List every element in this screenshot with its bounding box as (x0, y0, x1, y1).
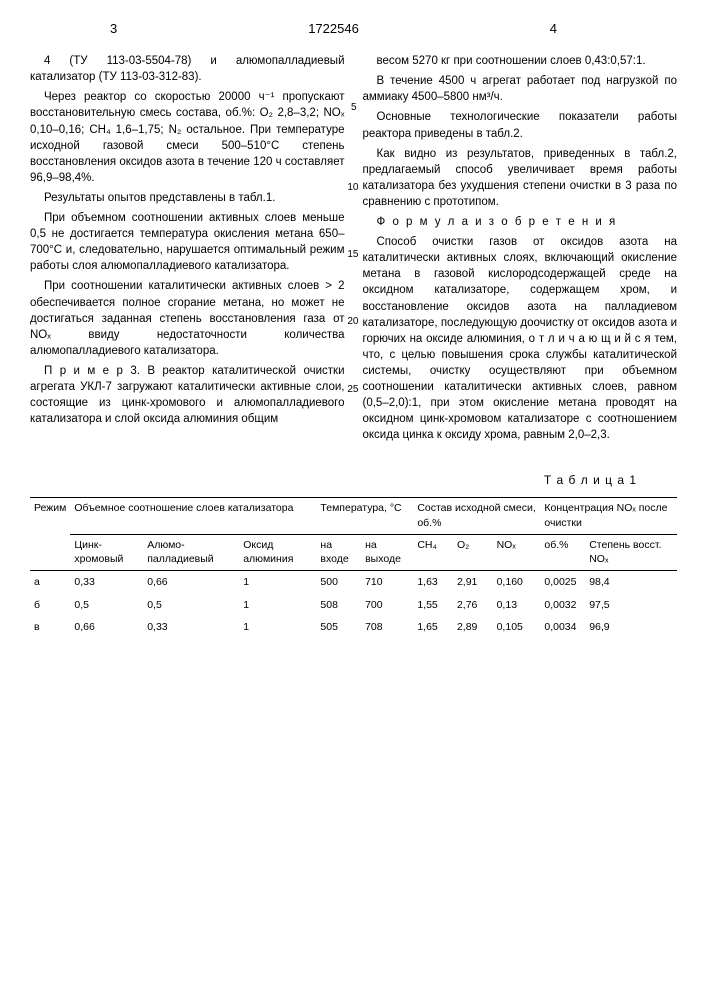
cell: 0,0032 (540, 594, 585, 617)
col-subheader: Степень восст. NOₓ (585, 534, 677, 570)
page-num-right: 4 (550, 20, 557, 38)
page-num-left: 3 (110, 20, 117, 38)
col-subheader: на выходе (361, 534, 413, 570)
cell: 1 (239, 616, 316, 639)
para: Основные технологические показатели рабо… (363, 109, 678, 141)
cell: б (30, 594, 70, 617)
cell: 0,13 (493, 594, 541, 617)
col-header: Температура, °C (316, 498, 413, 534)
col-header: Объемное соотношение слоев катализатора (70, 498, 316, 534)
page-header: 3 1722546 4 (30, 20, 677, 38)
cell: 0,5 (70, 594, 143, 617)
cell: 2,76 (453, 594, 493, 617)
cell: 2,91 (453, 570, 493, 593)
cell: 0,5 (143, 594, 239, 617)
col-subheader: CH₄ (413, 534, 453, 570)
col-subheader: на входе (316, 534, 361, 570)
line-number: 25 (347, 383, 358, 397)
table-label: Т а б л и ц а 1 (30, 472, 637, 489)
cell: 505 (316, 616, 361, 639)
col-subheader: об.% (540, 534, 585, 570)
cell: 500 (316, 570, 361, 593)
cell: 0,160 (493, 570, 541, 593)
line-number: 5 (351, 101, 357, 115)
para: При объемном соотношении активных слоев … (30, 210, 345, 274)
table-row: в 0,66 0,33 1 505 708 1,65 2,89 0,105 0,… (30, 616, 677, 639)
cell: 0,66 (143, 570, 239, 593)
para: Через реактор со скоростью 20000 ч⁻¹ про… (30, 89, 345, 186)
cell: 0,33 (70, 570, 143, 593)
cell: 0,0034 (540, 616, 585, 639)
line-number: 15 (347, 248, 358, 262)
cell: 2,89 (453, 616, 493, 639)
cell: 0,66 (70, 616, 143, 639)
cell: 0,33 (143, 616, 239, 639)
line-number: 10 (347, 181, 358, 195)
table-subheader-row: Цинк-хромовый Алюмо-палладиевый Оксид ал… (30, 534, 677, 570)
col-header: Концентрация NOₓ после очистки (540, 498, 677, 534)
cell: а (30, 570, 70, 593)
table-row: а 0,33 0,66 1 500 710 1,63 2,91 0,160 0,… (30, 570, 677, 593)
cell: 710 (361, 570, 413, 593)
col-subheader: NOₓ (493, 534, 541, 570)
para: Способ очистки газов от оксидов азота на… (363, 234, 678, 443)
para: весом 5270 кг при соотношении слоев 0,43… (363, 53, 678, 69)
cell: 1,63 (413, 570, 453, 593)
col-subheader: Цинк-хромовый (70, 534, 143, 570)
para: П р и м е р 3. В реактор каталитической … (30, 363, 345, 427)
table-row: б 0,5 0,5 1 508 700 1,55 2,76 0,13 0,003… (30, 594, 677, 617)
cell: 98,4 (585, 570, 677, 593)
para: В течение 4500 ч агрегат работает под на… (363, 73, 678, 105)
cell: 97,5 (585, 594, 677, 617)
line-number: 20 (347, 315, 358, 329)
para: Результаты опытов представлены в табл.1. (30, 190, 345, 206)
para: При соотношении каталитически активных с… (30, 278, 345, 358)
cell: 1,55 (413, 594, 453, 617)
cell: в (30, 616, 70, 639)
col-subheader: O₂ (453, 534, 493, 570)
table-header-row: Режим Объемное соотношение слоев катализ… (30, 498, 677, 534)
cell: 708 (361, 616, 413, 639)
col-subheader: Алюмо-палладиевый (143, 534, 239, 570)
doc-number: 1722546 (308, 20, 359, 38)
col-header: Режим (30, 498, 70, 570)
para: Как видно из результатов, приведенных в … (363, 146, 678, 210)
cell: 1,65 (413, 616, 453, 639)
col-header: Состав исходной смеси, об.% (413, 498, 540, 534)
col-subheader: Оксид алюминия (239, 534, 316, 570)
data-table: Режим Объемное соотношение слоев катализ… (30, 497, 677, 639)
cell: 0,105 (493, 616, 541, 639)
para: 4 (ТУ 113-03-5504-78) и алюмопалладиевый… (30, 53, 345, 85)
left-column: 4 (ТУ 113-03-5504-78) и алюмопалладиевый… (30, 53, 345, 447)
cell: 1 (239, 570, 316, 593)
cell: 700 (361, 594, 413, 617)
cell: 0,0025 (540, 570, 585, 593)
cell: 96,9 (585, 616, 677, 639)
right-column: весом 5270 кг при соотношении слоев 0,43… (363, 53, 678, 447)
claims-title: Ф о р м у л а и з о б р е т е н и я (363, 214, 678, 230)
cell: 1 (239, 594, 316, 617)
cell: 508 (316, 594, 361, 617)
